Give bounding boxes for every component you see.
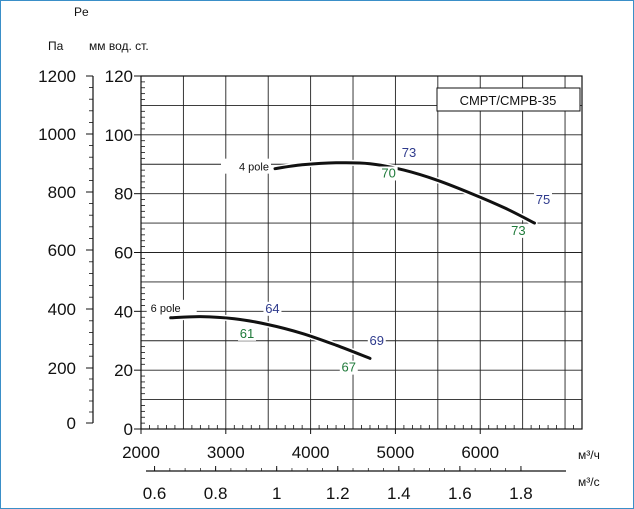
outer-y-tick-label: 200 <box>48 359 76 378</box>
primary-x-axis: 2000 3000 4000 5000 6000 <box>122 429 499 462</box>
efficiency-label: 69 <box>370 333 384 348</box>
outer-y-tick-label: 0 <box>67 414 76 433</box>
x-secondary-tick-label: 0.6 <box>143 484 167 503</box>
x-primary-tick-label: 5000 <box>377 443 415 462</box>
series-name-label: 4 pole <box>239 162 269 174</box>
x-primary-tick-label: 3000 <box>207 443 245 462</box>
model-title-box <box>436 87 581 112</box>
inner-y-tick-label: 60 <box>114 244 133 263</box>
grid-lines <box>141 76 582 429</box>
x-secondary-tick-label: 1 <box>272 484 281 503</box>
inner-y-tick-label: 80 <box>114 185 133 204</box>
series-layer: 4 pole 73 70 75 73 6 pole 64 61 69 67 <box>146 145 552 375</box>
inner-y-tick-label: 40 <box>114 302 133 321</box>
inner-y-tick-label: 100 <box>105 126 133 145</box>
y-inner-unit-label: мм вод. ст. <box>89 39 149 53</box>
efficiency-label-bg <box>263 301 282 316</box>
outer-y-tick-label: 800 <box>48 183 76 202</box>
model-title: CMPT/CMPB-35 <box>460 93 557 108</box>
x-secondary-tick-label: 1.8 <box>509 484 533 503</box>
x-primary-tick-label: 2000 <box>122 443 160 462</box>
x-secondary-tick-label: 1.2 <box>326 484 350 503</box>
efficiency-label: 70 <box>381 165 395 180</box>
outer-y-tick-label: 400 <box>48 300 76 319</box>
efficiency-label-bg <box>367 334 386 349</box>
efficiency-label-bg <box>399 145 418 160</box>
series-name-bg <box>220 158 271 174</box>
x-secondary-unit: м³/с <box>578 475 600 489</box>
outer-y-tick-label: 1200 <box>38 67 76 86</box>
secondary-x-axis: 0.6 0.8 1 1.2 1.4 1.6 1.8 <box>143 466 533 503</box>
efficiency-label-bg <box>339 360 358 375</box>
efficiency-label: 73 <box>402 145 416 160</box>
inner-y-tick-label: 120 <box>105 67 133 86</box>
series-4-pole: 4 pole 73 70 75 73 <box>220 145 552 238</box>
x-secondary-tick-label: 1.6 <box>448 484 472 503</box>
efficiency-label: 64 <box>265 301 279 316</box>
x-primary-tick-label: 6000 <box>461 443 499 462</box>
efficiency-label: 67 <box>342 360 356 375</box>
outer-y-axis: 0 200 400 600 800 1000 1200 <box>38 67 93 433</box>
outer-y-tick-label: 1000 <box>38 125 76 144</box>
series-name-bg <box>146 299 197 315</box>
inner-y-tick-label: 0 <box>124 420 133 439</box>
inner-y-tick-label: 20 <box>114 361 133 380</box>
efficiency-label: 75 <box>536 192 550 207</box>
series-line-4-pole <box>273 161 536 225</box>
efficiency-label: 73 <box>511 223 525 238</box>
efficiency-label-bg <box>238 326 257 341</box>
series-line-6-pole <box>169 315 372 360</box>
efficiency-label-bg <box>379 166 398 181</box>
efficiency-label-bg <box>533 192 552 207</box>
y-symbol-label: Pe <box>74 5 89 19</box>
inner-y-axis: 0 20 40 60 80 100 120 <box>105 67 141 439</box>
x-primary-tick-label: 4000 <box>292 443 330 462</box>
x-secondary-tick-label: 0.8 <box>204 484 228 503</box>
series-name-label: 6 pole <box>151 303 181 315</box>
minor-ticks <box>141 81 583 429</box>
efficiency-label: 61 <box>240 326 254 341</box>
x-secondary-tick-label: 1.4 <box>387 484 411 503</box>
x-primary-unit: м³/ч <box>578 448 600 462</box>
y-outer-unit-label: Па <box>48 39 64 53</box>
efficiency-label-bg <box>509 223 528 238</box>
outer-y-tick-label: 600 <box>48 241 76 260</box>
series-6-pole: 6 pole 64 61 69 67 <box>146 299 386 375</box>
